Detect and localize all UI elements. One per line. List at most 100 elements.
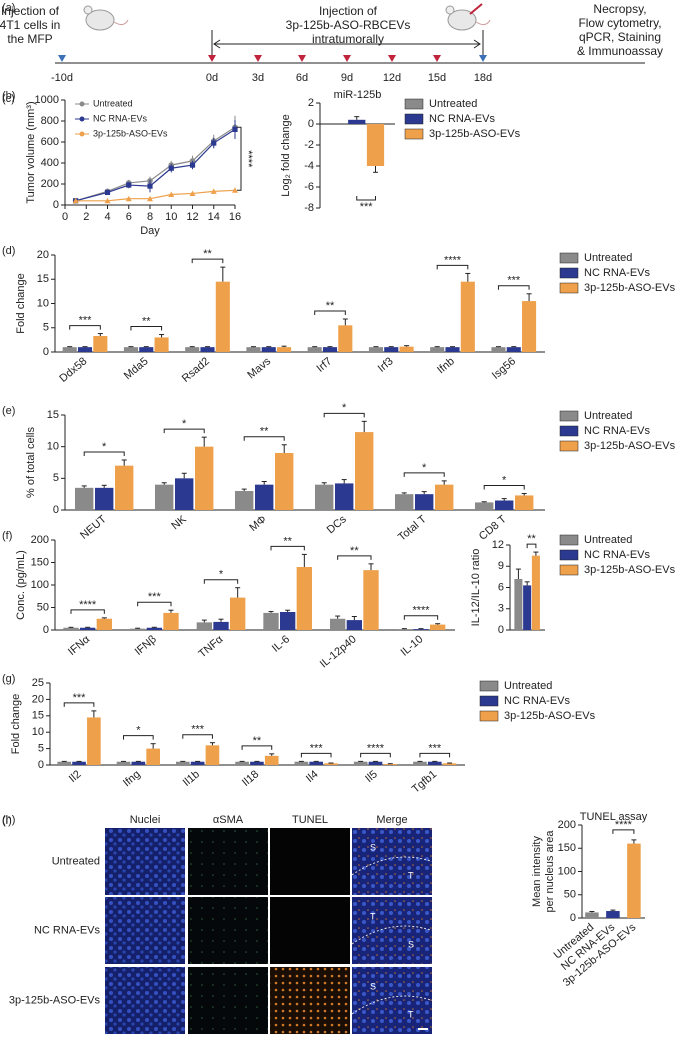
x-tick-label: 4 [104,211,110,223]
event-label: 15d [428,72,446,84]
bar [235,761,249,765]
significance-bracket [237,126,242,191]
significance-bracket [300,752,332,758]
micrograph [105,897,185,964]
significance-bracket [526,543,537,549]
x-tick-label: DCs [325,513,349,536]
panel-label: (c) [2,93,15,105]
legend-label: Untreated [504,680,552,692]
note: 3p-125b-ASO-RBCEVs [286,18,411,32]
y-tick-label: 1000 [35,94,59,106]
event-label: 18d [474,72,492,84]
micrograph [188,828,268,895]
event-marker [208,55,216,62]
bar [263,612,279,630]
significance-bracket [403,472,445,477]
event-marker [298,55,306,62]
bar [280,612,296,630]
significance-label: * [342,402,347,414]
x-tick-label: Mavs [245,355,273,381]
region-boundary [351,995,433,1015]
panel-label: (i) [2,815,12,827]
legend-label: Untreated [93,98,133,108]
significance-label: * [219,569,224,581]
chart-title: TUNEL assay [580,811,648,823]
legend-swatch [479,695,499,707]
significance-label: *** [148,591,162,603]
mouse-icon [445,3,491,31]
y-tick-label: 100 [558,865,576,877]
chart-title: miR-125b [334,89,382,101]
legend-label: 3p-125b-ASO-EVs [584,564,675,576]
bar [355,432,374,510]
micrograph [270,967,350,1034]
x-tick-label: Il4 [304,768,321,785]
bar [324,763,338,765]
bar [93,335,108,352]
y-tick-label: 0 [498,624,504,636]
bar [95,487,114,510]
significance-label: ** [253,735,262,747]
bar [277,347,292,352]
x-tick-label: IL-6 [270,633,292,654]
x-tick-label: Irf7 [315,355,335,374]
significance-label: ** [142,315,151,327]
significance-bracket [323,412,365,418]
panel-label: (g) [2,673,15,685]
x-tick-label: IL-10 [399,633,426,658]
legend-swatch [404,113,424,125]
bar [435,484,454,510]
significance-label: *** [79,314,93,326]
significance-label: *** [191,724,205,736]
x-tick-label: Il2 [67,768,84,785]
y-tick-label: 5 [38,743,44,755]
bar [430,347,445,352]
row-label: Untreated [52,855,100,867]
bar [139,347,154,352]
x-tick-label: Il18 [240,768,261,789]
y-tick-label: -6 [304,181,314,193]
significance-bracket [163,428,205,434]
marker [210,188,217,194]
significance-label: *** [428,742,442,754]
x-tick-label: Isg56 [490,355,518,381]
significance-bracket [360,752,391,758]
y-axis-label: Tumor volume (mm³) [25,101,37,203]
y-tick-label: 5 [43,322,49,334]
y-tick-label: 15 [32,710,44,722]
bar [368,761,383,765]
significance-bracket [612,829,635,834]
event-marker [58,55,66,62]
mouse-icon [83,5,129,31]
bar [195,446,214,510]
bar [415,494,434,510]
legend-swatch [79,131,85,137]
y-tick-label: 150 [558,842,576,854]
marker [168,191,175,197]
bar [346,620,362,630]
x-tick-label: Rsad2 [180,355,212,385]
significance-label: * [102,441,107,453]
region-label: T [408,1009,414,1019]
bar [196,622,212,630]
legend-swatch [559,252,579,264]
bar [116,761,131,765]
bar [62,347,77,352]
region-boundary [351,925,433,945]
bar [606,911,620,918]
y-tick-label: 200 [558,819,576,831]
bar [80,627,96,630]
y-tick-label: 20 [32,693,44,705]
x-tick-label: Il1b [181,768,202,789]
bar [175,478,194,510]
significance-bracket [203,579,239,584]
y-tick-label: 400 [41,157,59,169]
y-tick-label: 2 [308,97,314,109]
micrograph [188,967,268,1034]
bar [363,570,379,630]
bar [87,717,101,765]
significance-label: **** [367,742,385,754]
bar [275,453,294,510]
significance-bracket [436,264,469,270]
significance-bracket [130,326,163,331]
